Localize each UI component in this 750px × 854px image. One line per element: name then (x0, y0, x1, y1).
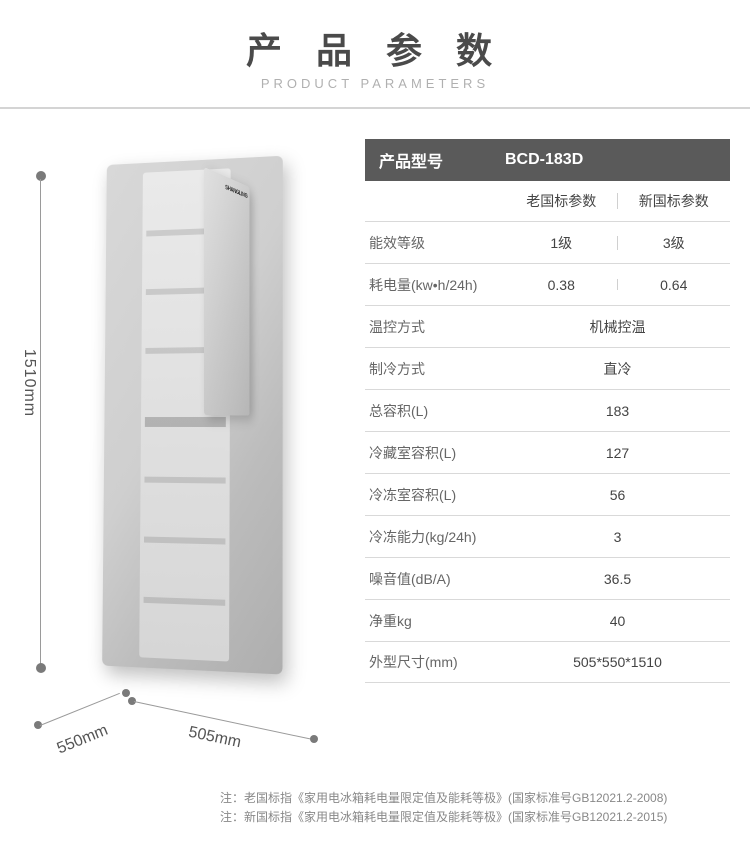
spec-table: 产品型号 BCD-183D 老国标参数 新国标参数 能效等级1级3级耗电量(kw… (365, 139, 740, 779)
product-dimension-panel: 1510mm SHANGLING 550 (0, 139, 365, 779)
drawer (144, 597, 226, 606)
row-value-old: 1级 (505, 233, 618, 253)
dim-dot (122, 689, 130, 697)
dim-dot (36, 663, 46, 673)
row-label: 冷冻能力(kg/24h) (365, 527, 505, 547)
row-label: 能效等级 (365, 233, 505, 253)
page-subtitle: PRODUCT PARAMETERS (0, 76, 750, 91)
width-label: 505mm (187, 724, 243, 753)
dim-dot (310, 735, 318, 743)
table-row: 总容积(L)183 (365, 389, 730, 431)
fridge-body (102, 156, 283, 675)
row-split: 1级3级 (505, 233, 730, 253)
table-body: 能效等级1级3级耗电量(kw•h/24h)0.380.64温控方式机械控温制冷方… (365, 221, 730, 683)
row-value-old: 0.38 (505, 277, 618, 293)
row-value: 183 (505, 403, 730, 419)
table-row: 外型尺寸(mm)505*550*1510 (365, 641, 730, 683)
depth-label: 550mm (55, 722, 111, 759)
row-value: 直冷 (505, 359, 730, 379)
model-label: 产品型号 (365, 148, 505, 172)
table-row: 温控方式机械控温 (365, 305, 730, 347)
row-value-new: 3级 (618, 233, 731, 253)
table-row: 能效等级1级3级 (365, 221, 730, 263)
dim-line (40, 693, 120, 726)
row-label: 制冷方式 (365, 359, 505, 379)
row-value: 127 (505, 445, 730, 461)
row-label: 噪音值(dB/A) (365, 569, 505, 589)
row-value: 36.5 (505, 571, 730, 587)
row-label: 净重kg (365, 611, 505, 631)
header: 产 品 参 数 PRODUCT PARAMETERS (0, 0, 750, 91)
row-value: 40 (505, 613, 730, 629)
row-label: 冷冻室容积(L) (365, 485, 505, 505)
standard-subheader: 老国标参数 新国标参数 (365, 181, 730, 221)
drawer (144, 537, 225, 545)
note-line: 注：新国标指《家用电冰箱耗电量限定值及能耗等极》(国家标准号GB12021.2-… (220, 808, 732, 827)
drawer (144, 477, 225, 484)
row-label: 外型尺寸(mm) (365, 652, 505, 672)
row-label: 总容积(L) (365, 401, 505, 421)
table-row: 噪音值(dB/A)36.5 (365, 557, 730, 599)
table-row: 冷藏室容积(L)127 (365, 431, 730, 473)
table-row: 净重kg40 (365, 599, 730, 641)
mid-divider (145, 417, 226, 427)
table-row: 耗电量(kw•h/24h)0.380.64 (365, 263, 730, 305)
height-label: 1510mm (20, 349, 38, 417)
row-split: 0.380.64 (505, 277, 730, 293)
row-label: 耗电量(kw•h/24h) (365, 275, 505, 295)
dim-line (40, 179, 41, 665)
note-line: 注：老国标指《家用电冰箱耗电量限定值及能耗等极》(国家标准号GB12021.2-… (220, 789, 732, 808)
fridge-illustration: SHANGLING (72, 157, 322, 687)
table-row: 制冷方式直冷 (365, 347, 730, 389)
row-label: 冷藏室容积(L) (365, 443, 505, 463)
main-content: 1510mm SHANGLING 550 (0, 109, 750, 779)
model-value: BCD-183D (505, 151, 730, 169)
footer-notes: 注：老国标指《家用电冰箱耗电量限定值及能耗等极》(国家标准号GB12021.2-… (0, 779, 750, 827)
new-std-label: 新国标参数 (618, 191, 731, 211)
dim-dot (36, 171, 46, 181)
row-value: 3 (505, 529, 730, 545)
old-std-label: 老国标参数 (505, 191, 618, 211)
subheader-cols: 老国标参数 新国标参数 (505, 191, 730, 211)
row-value: 505*550*1510 (505, 654, 730, 670)
height-dimension: 1510mm (32, 171, 50, 701)
row-value: 机械控温 (505, 317, 730, 337)
page-title: 产 品 参 数 (0, 22, 750, 74)
row-label: 温控方式 (365, 317, 505, 337)
table-header-row: 产品型号 BCD-183D (365, 139, 730, 181)
fridge-door: SHANGLING (204, 167, 250, 416)
table-row: 冷冻能力(kg/24h)3 (365, 515, 730, 557)
table-row: 冷冻室容积(L)56 (365, 473, 730, 515)
brand-mark: SHANGLING (225, 184, 247, 200)
row-value-new: 0.64 (618, 277, 731, 293)
row-value: 56 (505, 487, 730, 503)
